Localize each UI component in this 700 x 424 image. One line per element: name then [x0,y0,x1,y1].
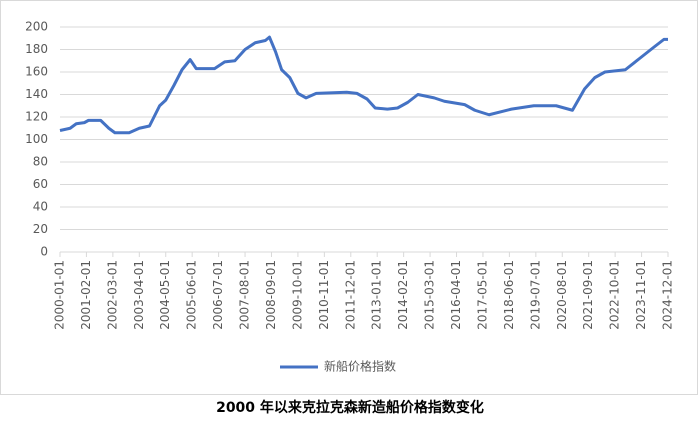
x-tick-label: 2023-11-01 [634,260,648,330]
x-tick-label: 2006-07-01 [211,260,225,330]
x-tick-label: 2017-05-01 [475,260,489,330]
y-tick-label: 100 [25,132,48,146]
series-line [59,35,668,135]
y-tick-label: 140 [25,87,48,101]
x-tick-label: 2003-04-01 [132,260,146,330]
x-tick-label: 2008-09-01 [264,260,278,330]
y-tick-label: 60 [33,177,48,191]
x-tick-label: 2007-08-01 [238,260,252,330]
x-tick-label: 2016-04-01 [449,260,463,330]
x-tick-label: 2002-03-01 [105,260,119,330]
x-tick-label: 2024-12-01 [661,260,675,330]
x-tick-label: 2018-06-01 [502,260,516,330]
x-tick-label: 2005-06-01 [185,260,199,330]
x-tick-label: 2011-12-01 [343,260,357,330]
x-tick-label: 2019-07-01 [528,260,542,330]
x-tick-label: 2014-02-01 [396,260,410,330]
x-tick-label: 2009-10-01 [290,260,304,330]
y-tick-label: 180 [25,42,48,56]
x-tick-label: 2013-01-01 [370,260,384,330]
x-tick-label: 2022-10-01 [608,260,622,330]
y-tick-label: 120 [25,110,48,124]
chart-title: 2000 年以来克拉克森新造船价格指数变化 [216,399,484,416]
x-tick-label: 2015-03-01 [423,260,437,330]
y-tick-label: 80 [33,155,48,169]
x-tick-label: 2001-02-01 [79,260,93,330]
x-tick-label: 2010-11-01 [317,260,331,330]
y-tick-label: 20 [33,222,48,236]
y-tick-label: 200 [25,20,48,34]
y-tick-label: 40 [33,200,48,214]
y-tick-label: 0 [40,245,48,259]
x-tick-label: 2021-09-01 [581,260,595,330]
x-tick-label: 2004-05-01 [158,260,172,330]
y-tick-label: 160 [25,65,48,79]
chart-frame [0,0,698,395]
legend-label: 新船价格指数 [324,359,396,374]
x-tick-label: 2000-01-01 [53,260,67,330]
x-tick-label: 2020-08-01 [555,260,569,330]
